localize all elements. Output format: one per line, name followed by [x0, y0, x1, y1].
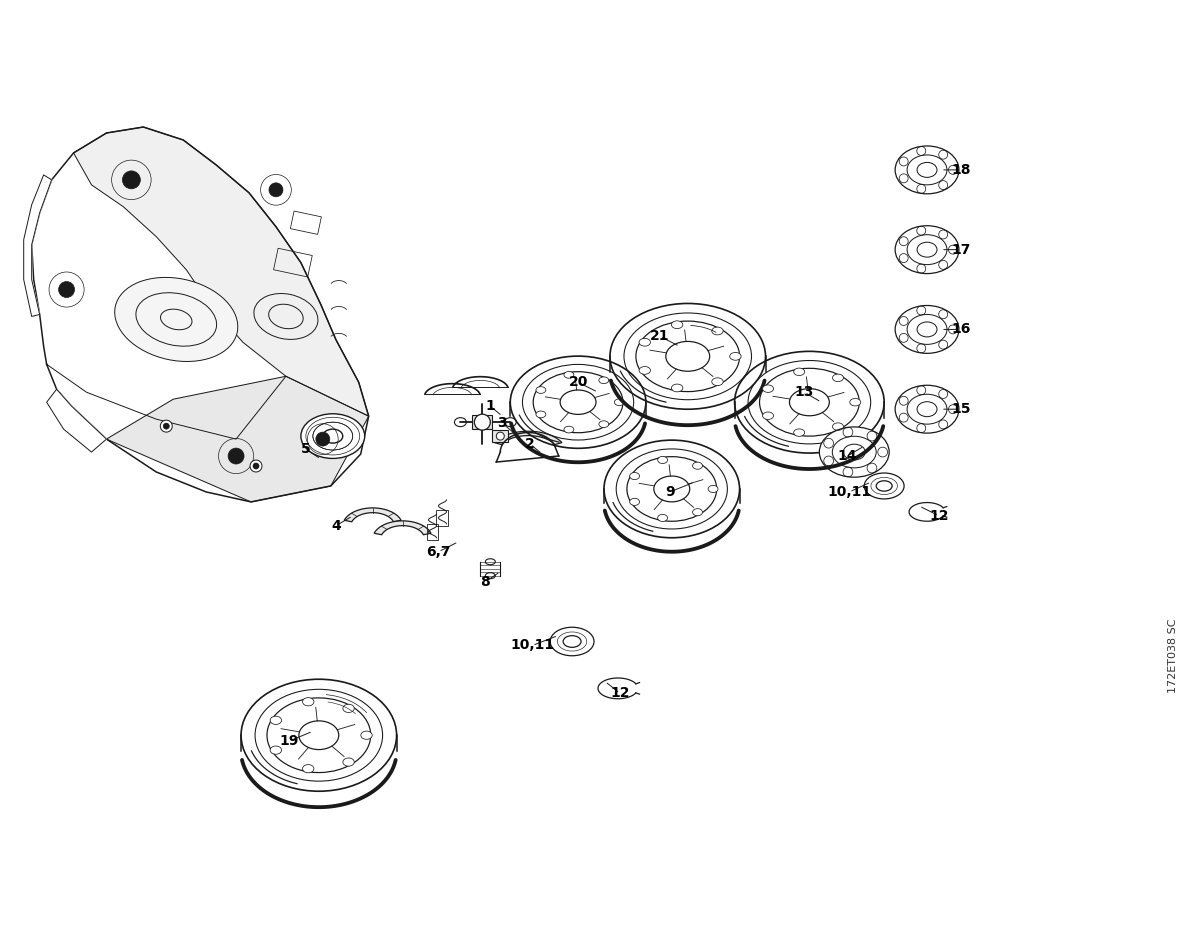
Ellipse shape: [241, 680, 397, 791]
Ellipse shape: [599, 377, 608, 383]
Ellipse shape: [614, 399, 624, 406]
Ellipse shape: [895, 146, 959, 194]
Polygon shape: [31, 127, 368, 502]
Polygon shape: [47, 389, 107, 452]
Text: 4: 4: [331, 519, 341, 532]
Ellipse shape: [564, 372, 574, 379]
Ellipse shape: [658, 456, 667, 464]
Ellipse shape: [640, 338, 650, 346]
Polygon shape: [344, 508, 401, 522]
Circle shape: [161, 420, 173, 432]
Ellipse shape: [692, 509, 702, 515]
Text: 2: 2: [526, 437, 535, 451]
Text: 12: 12: [610, 686, 630, 700]
Text: 21: 21: [650, 329, 670, 344]
Text: 18: 18: [952, 163, 971, 177]
Circle shape: [497, 432, 504, 440]
Ellipse shape: [850, 398, 860, 406]
Text: 172ET038 SC: 172ET038 SC: [1169, 619, 1178, 693]
Polygon shape: [492, 430, 509, 442]
Text: 1: 1: [486, 399, 496, 413]
Circle shape: [163, 423, 169, 430]
Ellipse shape: [762, 385, 774, 393]
Ellipse shape: [270, 716, 282, 724]
Ellipse shape: [564, 426, 574, 433]
Polygon shape: [73, 127, 368, 416]
Ellipse shape: [833, 423, 844, 430]
Text: 13: 13: [794, 385, 814, 399]
Ellipse shape: [895, 385, 959, 433]
Ellipse shape: [510, 356, 646, 448]
Circle shape: [122, 171, 140, 189]
Ellipse shape: [115, 278, 238, 362]
Text: 12: 12: [929, 509, 949, 523]
Ellipse shape: [692, 463, 702, 469]
Ellipse shape: [672, 321, 683, 329]
Polygon shape: [473, 415, 492, 430]
Text: 10,11: 10,11: [510, 638, 554, 652]
Ellipse shape: [550, 627, 594, 656]
Text: 20: 20: [569, 376, 588, 389]
Ellipse shape: [610, 303, 766, 410]
Text: 9: 9: [665, 485, 674, 499]
Text: 3: 3: [498, 416, 508, 430]
Circle shape: [316, 432, 330, 447]
Polygon shape: [374, 521, 431, 534]
Ellipse shape: [793, 368, 805, 376]
Ellipse shape: [762, 412, 774, 419]
Text: 14: 14: [838, 449, 857, 464]
Text: 19: 19: [280, 734, 299, 749]
Ellipse shape: [302, 698, 314, 706]
Ellipse shape: [712, 378, 724, 385]
Circle shape: [228, 448, 244, 464]
Ellipse shape: [343, 704, 354, 713]
Ellipse shape: [712, 328, 724, 335]
Circle shape: [474, 414, 491, 430]
Polygon shape: [24, 175, 52, 316]
Polygon shape: [494, 431, 562, 445]
Ellipse shape: [864, 473, 904, 499]
Ellipse shape: [604, 440, 739, 538]
Ellipse shape: [734, 351, 884, 453]
Ellipse shape: [895, 306, 959, 353]
Ellipse shape: [833, 374, 844, 381]
Circle shape: [59, 281, 74, 297]
Ellipse shape: [793, 429, 805, 436]
Ellipse shape: [630, 473, 640, 480]
Circle shape: [269, 183, 283, 196]
Ellipse shape: [270, 746, 282, 754]
Ellipse shape: [672, 384, 683, 392]
Circle shape: [253, 463, 259, 469]
Ellipse shape: [536, 411, 546, 418]
Ellipse shape: [895, 226, 959, 274]
Text: 8: 8: [480, 575, 491, 589]
Text: 5: 5: [301, 442, 311, 456]
Ellipse shape: [708, 485, 718, 493]
Ellipse shape: [301, 413, 365, 459]
Polygon shape: [107, 377, 368, 502]
Ellipse shape: [302, 765, 314, 773]
Text: 10,11: 10,11: [827, 485, 871, 499]
Circle shape: [250, 460, 262, 472]
Ellipse shape: [536, 387, 546, 394]
Ellipse shape: [820, 427, 889, 477]
Text: 17: 17: [952, 243, 971, 257]
Text: 6,7: 6,7: [426, 545, 451, 559]
Ellipse shape: [361, 731, 372, 739]
Ellipse shape: [730, 352, 742, 361]
Ellipse shape: [658, 514, 667, 521]
Text: 15: 15: [952, 402, 971, 416]
Ellipse shape: [640, 366, 650, 374]
Ellipse shape: [630, 498, 640, 505]
Ellipse shape: [343, 758, 354, 767]
Ellipse shape: [599, 421, 608, 428]
Text: 16: 16: [952, 323, 971, 336]
